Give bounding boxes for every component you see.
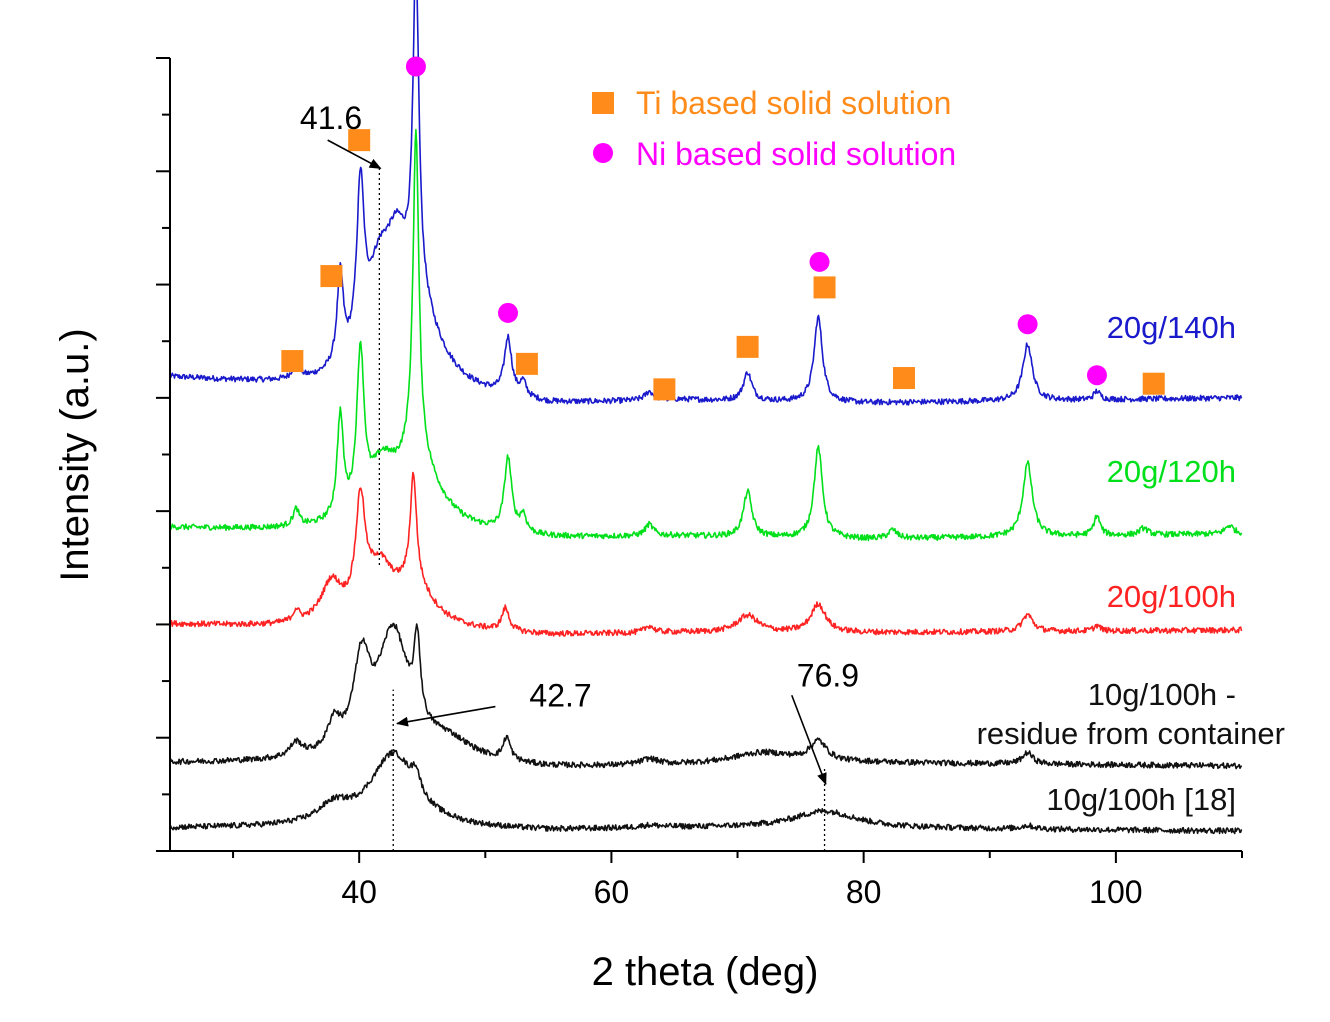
ti-marker (736, 335, 759, 358)
series-label-4: 10g/100h - (1088, 677, 1236, 712)
series-line-3 (169, 471, 1243, 637)
ti-marker (348, 129, 371, 152)
legend-ti-marker (592, 92, 614, 114)
legend: Ti based solid solution Ni based solid s… (592, 85, 956, 172)
x-tick-label: 60 (594, 874, 630, 910)
x-tick-label: 80 (846, 874, 882, 910)
ti-marker (1142, 372, 1165, 395)
annotation-label-41.6: 41.6 (300, 100, 362, 136)
ti-marker (813, 276, 836, 299)
series-label-4: residue from container (977, 716, 1285, 751)
series-label-1: 20g/140h (1107, 310, 1236, 345)
x-tick-label: 100 (1089, 874, 1142, 910)
reference-lines (378, 165, 826, 851)
ti-marker (515, 352, 538, 375)
y-axis-title: Intensity (a.u.) (53, 328, 97, 581)
ti-marker (320, 265, 343, 288)
annotation-arrow-76.9 (791, 694, 827, 786)
annotation-arrow-42.7 (396, 705, 496, 727)
ni-marker (1017, 314, 1038, 335)
tick-marks: 40 60 80 100 (156, 57, 1243, 910)
legend-ni-marker (593, 143, 613, 163)
series-labels: 20g/140h 20g/120h 20g/100h 10g/100h - residu… (977, 310, 1285, 817)
annotations: 41.6 42.7 76.9 (300, 100, 859, 786)
series-label-5: 10g/100h [18] (1046, 782, 1236, 817)
series-line-1 (169, 0, 1243, 406)
ti-marker (653, 378, 676, 401)
annotation-label-42.7: 42.7 (529, 678, 591, 714)
ni-marker (497, 302, 518, 323)
annotation-label-76.9: 76.9 (797, 658, 859, 694)
annotation-arrow-41.6 (327, 139, 382, 170)
series-line-5 (169, 749, 1243, 835)
ti-marker (281, 350, 304, 373)
ti-marker (893, 367, 916, 390)
x-axis-title: 2 theta (deg) (592, 950, 819, 994)
ni-marker (809, 251, 830, 272)
legend-ti-label: Ti based solid solution (636, 85, 951, 121)
series-traces (169, 0, 1243, 835)
legend-ni-label: Ni based solid solution (636, 136, 956, 172)
series-label-2: 20g/120h (1107, 454, 1236, 489)
series-line-2 (169, 128, 1243, 542)
ni-marker (1086, 365, 1107, 386)
series-line-4 (169, 622, 1243, 770)
ni-marker (405, 56, 426, 77)
x-tick-label: 40 (341, 874, 377, 910)
series-label-3: 20g/100h (1107, 579, 1236, 614)
phase-markers (281, 56, 1165, 401)
